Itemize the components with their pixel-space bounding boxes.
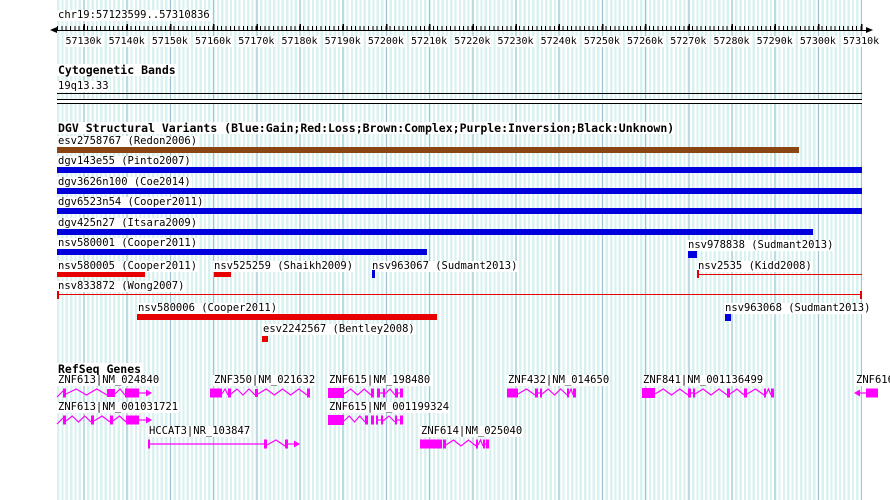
variant-glyph[interactable]: [57, 294, 862, 295]
ruler-tick-label: 57250k: [582, 36, 621, 47]
variant-label: nsv580005 (Cooper2011): [57, 260, 199, 272]
variant-glyph[interactable]: [57, 167, 862, 173]
ruler-tick-label: 57210k: [410, 36, 449, 47]
ruler-tick-label: 57280k: [712, 36, 751, 47]
cytoband-glyph[interactable]: [57, 99, 862, 104]
ruler-tick-label: 57310k: [842, 36, 881, 47]
gene-label: ZNF615|NM_001199324: [328, 401, 451, 413]
variant-glyph[interactable]: [57, 229, 813, 235]
gene-label: ZNF613|NM_001031721: [57, 401, 180, 413]
cytoband-baseline: [57, 93, 862, 94]
variant-glyph[interactable]: [57, 188, 862, 194]
ruler-tick-label: 57220k: [453, 36, 492, 47]
region-title: chr19:57123599..57310836: [57, 9, 211, 21]
ruler-tick-label: 57140k: [107, 36, 146, 47]
gene-label: ZNF432|NM_014650: [507, 374, 611, 386]
variant-label: nsv525259 (Shaikh2009): [213, 260, 355, 272]
variant-label: nsv2535 (Kidd2008): [697, 260, 813, 272]
variant-label: esv2242567 (Bentley2008): [262, 323, 416, 335]
variant-label: nsv978838 (Sudmant2013): [687, 239, 835, 251]
variant-glyph[interactable]: [262, 336, 268, 342]
variant-glyph[interactable]: [137, 314, 437, 320]
ruler-tick-label: 57260k: [626, 36, 665, 47]
ruler-tick-label: 57300k: [798, 36, 837, 47]
variant-glyph[interactable]: [725, 314, 731, 321]
section-title-refseq-genes: RefSeq Genes: [57, 362, 143, 376]
variant-glyph[interactable]: [57, 272, 145, 277]
ruler-tick-label: 57180k: [280, 36, 319, 47]
variant-glyph[interactable]: [57, 147, 799, 153]
ruler-tick-label: 57270k: [669, 36, 708, 47]
ruler-tick-label: 57290k: [755, 36, 794, 47]
variant-glyph[interactable]: [57, 208, 862, 214]
ruler-right-arrow-icon: [866, 27, 873, 33]
gene-label: ZNF841|NM_001136499: [642, 374, 765, 386]
variant-glyph[interactable]: [57, 249, 427, 255]
variant-label: nsv963068 (Sudmant2013): [724, 302, 872, 314]
gene-label: ZNF615|NM_198480: [328, 374, 432, 386]
variant-glyph[interactable]: [214, 272, 231, 277]
ruler-tick-label: 57190k: [323, 36, 362, 47]
variant-glyph[interactable]: [57, 291, 59, 299]
variant-label: dgv143e55 (Pinto2007): [57, 155, 192, 167]
gene-label: ZNF350|NM_021632: [213, 374, 317, 386]
variant-label: dgv3626n100 (Coe2014): [57, 176, 192, 188]
variant-label: dgv6523n54 (Cooper2011): [57, 196, 205, 208]
ruler-major-ticks: [57, 24, 863, 31]
variant-label: nsv833872 (Wong2007): [57, 280, 186, 292]
ruler-tick-label: 57230k: [496, 36, 535, 47]
ruler-tick-label: 57130k: [64, 36, 103, 47]
gene-label: ZNF616: [855, 375, 890, 386]
ruler-left-arrow-icon: [50, 27, 57, 33]
section-title-cytogenetic-bands: Cytogenetic Bands: [57, 63, 177, 77]
gene-label: ZNF613|NM_024840: [57, 374, 161, 386]
variant-label: nsv580006 (Cooper2011): [137, 302, 279, 314]
ruler-tick-label: 57150k: [150, 36, 189, 47]
variant-label: nsv580001 (Cooper2011): [57, 237, 199, 249]
gene-label: ZNF614|NM_025040: [420, 425, 524, 437]
ruler-axis-line: [56, 30, 868, 31]
cytoband-label: 19q13.33: [57, 80, 110, 92]
variant-glyph[interactable]: [688, 251, 697, 258]
ruler-tick-label: 57200k: [366, 36, 405, 47]
variant-label: esv2758767 (Redon2006): [57, 135, 199, 147]
variant-glyph[interactable]: [372, 270, 375, 278]
gene-label: HCCAT3|NR_103847: [148, 425, 252, 437]
variant-glyph[interactable]: [860, 291, 862, 299]
ruler-tick-label: 57160k: [194, 36, 233, 47]
ruler-tick-label: 57170k: [237, 36, 276, 47]
ruler-tick-label: 57240k: [539, 36, 578, 47]
variant-label: nsv963067 (Sudmant2013): [371, 260, 519, 272]
variant-label: dgv425n27 (Itsara2009): [57, 217, 199, 229]
section-title-dgv-variants: DGV Structural Variants (Blue:Gain;Red:L…: [57, 121, 676, 135]
variant-glyph[interactable]: [698, 274, 862, 275]
